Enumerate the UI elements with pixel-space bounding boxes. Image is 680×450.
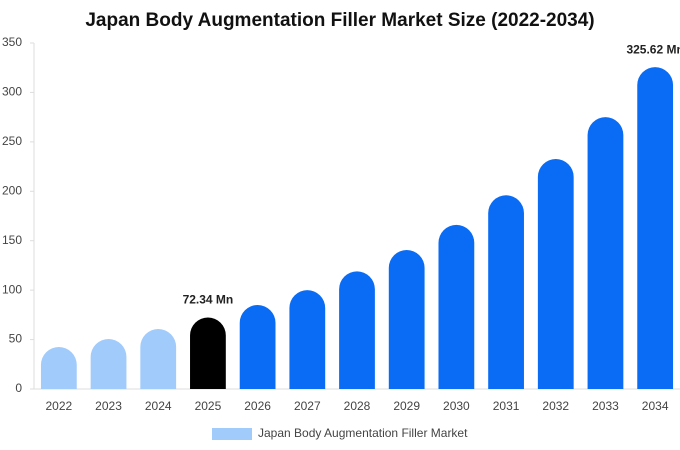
value-label: 72.34 Mn	[183, 293, 234, 307]
bar	[190, 317, 226, 389]
bar	[140, 329, 177, 389]
x-tick-label: 2029	[393, 399, 420, 413]
x-tick-label: 2023	[95, 399, 122, 413]
value-label: 325.62 Mn	[626, 42, 680, 56]
x-tick-label: 2034	[642, 399, 669, 413]
y-tick-label: 200	[2, 183, 22, 197]
bar	[90, 338, 127, 389]
x-tick-label: 2026	[244, 399, 271, 413]
x-tick-label: 2027	[294, 399, 321, 413]
bar	[289, 290, 326, 389]
y-tick-label: 100	[2, 282, 22, 296]
x-tick-label: 2028	[344, 399, 371, 413]
x-tick-label: 2032	[542, 399, 569, 413]
x-tick-label: 2024	[145, 399, 172, 413]
x-tick-label: 2025	[195, 399, 222, 413]
bar	[40, 346, 77, 389]
bar	[537, 158, 574, 389]
y-tick-label: 150	[2, 233, 22, 247]
bar	[587, 117, 624, 390]
x-tick-label: 2030	[443, 399, 470, 413]
bar	[339, 271, 375, 389]
y-tick-label: 300	[2, 85, 22, 99]
y-tick-label: 350	[2, 35, 22, 49]
y-tick-label: 0	[15, 381, 22, 395]
bar	[438, 224, 475, 389]
legend-label: Japan Body Augmentation Filler Market	[258, 426, 468, 440]
bar	[388, 250, 425, 389]
x-tick-label: 2022	[45, 399, 72, 413]
bar	[239, 304, 276, 389]
bar	[637, 67, 674, 389]
bar	[488, 195, 524, 389]
chart-title: Japan Body Augmentation Filler Market Si…	[85, 10, 594, 31]
x-tick-label: 2031	[493, 399, 520, 413]
x-tick-label: 2033	[592, 399, 619, 413]
y-tick-label: 50	[9, 332, 23, 346]
y-tick-label: 250	[2, 134, 22, 148]
legend-swatch	[212, 428, 252, 440]
